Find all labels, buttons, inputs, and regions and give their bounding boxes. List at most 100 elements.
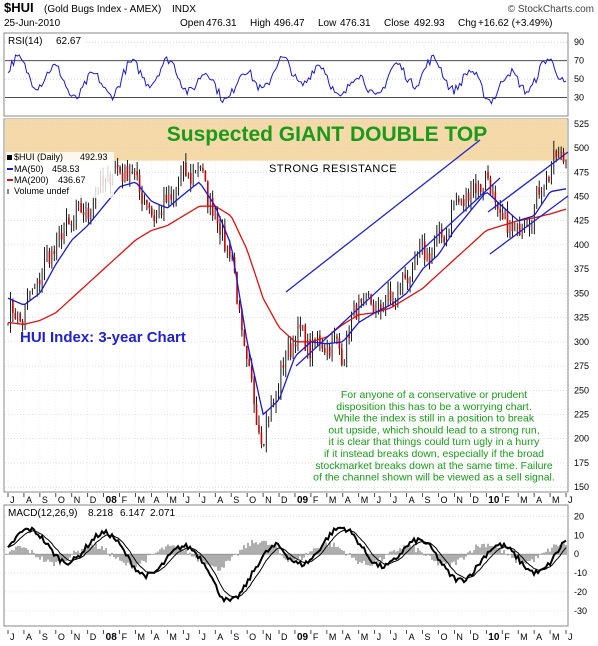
price-bar-down — [219, 223, 221, 236]
x-tick-label: J — [393, 632, 398, 642]
rsi-tick-label: 50 — [574, 74, 584, 84]
x-tick-label: 10 — [488, 632, 500, 643]
price-bar-down — [467, 192, 470, 201]
x-tick-label: N — [456, 632, 463, 642]
price-bar-down — [170, 194, 173, 200]
x-tick-label: A — [409, 632, 415, 642]
rsi-label: RSI(14) — [8, 36, 42, 47]
price-bar-down — [160, 212, 163, 215]
price-bar-down — [146, 200, 148, 205]
x-tick-label: J — [201, 495, 206, 505]
x-tick-label: A — [409, 495, 415, 505]
x-tick-label: 09 — [297, 632, 309, 643]
price-bar-down — [423, 241, 426, 260]
close-value: 492.93 — [414, 18, 445, 29]
x-axis-middle: J A S O N D 08 F M A M J J A S O N D 09 F M A M J J A S O N D 10 F M A M J — [7, 493, 573, 506]
price-bar-down — [241, 309, 243, 331]
price-bar-down — [562, 152, 565, 163]
price-bar-down — [199, 166, 202, 169]
x-tick-label: O — [249, 632, 256, 642]
price-bar-down — [294, 343, 297, 347]
price-tick-label: 300 — [574, 337, 589, 347]
legend-ma50-label: MA(50) — [14, 164, 44, 174]
price-bar-down — [341, 348, 343, 365]
x-tick-label: A — [26, 632, 32, 642]
x-tick-label: 08 — [106, 495, 118, 506]
price-bar-down — [165, 194, 168, 203]
macd-label-bg — [6, 507, 174, 519]
x-tick-label: A — [217, 632, 223, 642]
price-bar-down — [14, 313, 17, 319]
price-bar-down — [250, 365, 253, 380]
x-tick-label: N — [456, 495, 463, 505]
price-bar-down — [443, 237, 445, 243]
macd-frame — [3, 504, 569, 627]
channel-line-lower-1 — [295, 177, 501, 367]
price-bar-down — [272, 403, 275, 405]
price-bar-down — [506, 210, 509, 233]
commentary-line: disposition this has to be a worrying ch… — [336, 401, 532, 413]
price-bar-down — [204, 170, 207, 182]
x-tick-label: M — [552, 632, 560, 642]
price-bar-down — [87, 207, 90, 220]
price-bar-down — [494, 191, 497, 203]
price-tick-label: 175 — [574, 458, 589, 468]
macd-tick-label: 20 — [574, 511, 584, 521]
x-tick-label: O — [58, 632, 65, 642]
x-tick-label: O — [440, 632, 447, 642]
price-bar-down — [328, 346, 331, 357]
price-tick-label: 475 — [574, 167, 589, 177]
legend-volume-label: Volume undef — [14, 186, 70, 196]
commentary-line: if it instead breaks down, especially if… — [324, 448, 544, 460]
macd-tick-label: -10 — [574, 568, 587, 578]
price-bar-down — [138, 175, 141, 193]
rsi-tick-label: 90 — [574, 37, 584, 47]
legend-price-label: $HUI (Daily) — [14, 152, 63, 162]
x-tick-label: M — [169, 495, 177, 505]
price-bar-down — [116, 164, 119, 168]
price-bar-down — [253, 379, 255, 405]
header-date: 25-Jun-2010 — [4, 18, 61, 29]
price-bar-down — [282, 365, 285, 368]
open-value: 476.31 — [206, 18, 237, 29]
price-bar-down — [406, 277, 409, 284]
price-bar-down — [119, 167, 121, 173]
commentary-line: While the index is still in a position t… — [334, 413, 535, 425]
x-tick-label: 10 — [488, 495, 500, 506]
price-bar-down — [389, 290, 392, 302]
x-tick-label: J — [201, 632, 206, 642]
x-axis-bottom: J A S O N D 08 F M A M J J A S O N D 09 F M A M J J A S O N D 10 F M A M J — [7, 630, 573, 643]
price-bar-down — [38, 280, 41, 285]
x-tick-label: M — [520, 495, 528, 505]
commentary-line: stockmarket breaks down at the same time… — [315, 460, 553, 472]
rsi-value: 62.67 — [56, 36, 81, 47]
x-tick-label: J — [568, 632, 573, 642]
price-bar-down — [153, 215, 156, 222]
price-bar-down — [336, 336, 338, 339]
price-bar-down — [555, 150, 558, 158]
price-bar-down — [258, 425, 260, 433]
x-tick-label: 08 — [106, 632, 118, 643]
x-tick-label: D — [281, 632, 288, 642]
x-tick-label: J — [185, 632, 190, 642]
price-bar-down — [148, 204, 151, 209]
macd-signal-value: 6.147 — [120, 508, 145, 519]
price-bar-down — [392, 301, 394, 307]
price-bar-down — [487, 171, 489, 179]
price-panel: 525 500 475 450 425 400 375 350 325 300 275 250 225 2… — [3, 118, 589, 493]
x-tick-label: S — [425, 632, 431, 642]
x-tick-label: J — [10, 495, 15, 505]
x-tick-label: A — [536, 632, 542, 642]
macd-value: 8.218 — [88, 508, 113, 519]
price-bar-down — [53, 251, 56, 255]
price-bar-down — [141, 192, 143, 205]
price-tick-label: 450 — [574, 192, 589, 202]
x-tick-label: F — [504, 632, 510, 642]
price-bar-down — [380, 304, 382, 312]
price-bar-down — [475, 183, 477, 194]
price-bar-down — [224, 226, 226, 252]
channel-line-upper-1 — [285, 139, 481, 293]
x-tick-label: A — [536, 495, 542, 505]
price-bar-down — [185, 162, 187, 177]
